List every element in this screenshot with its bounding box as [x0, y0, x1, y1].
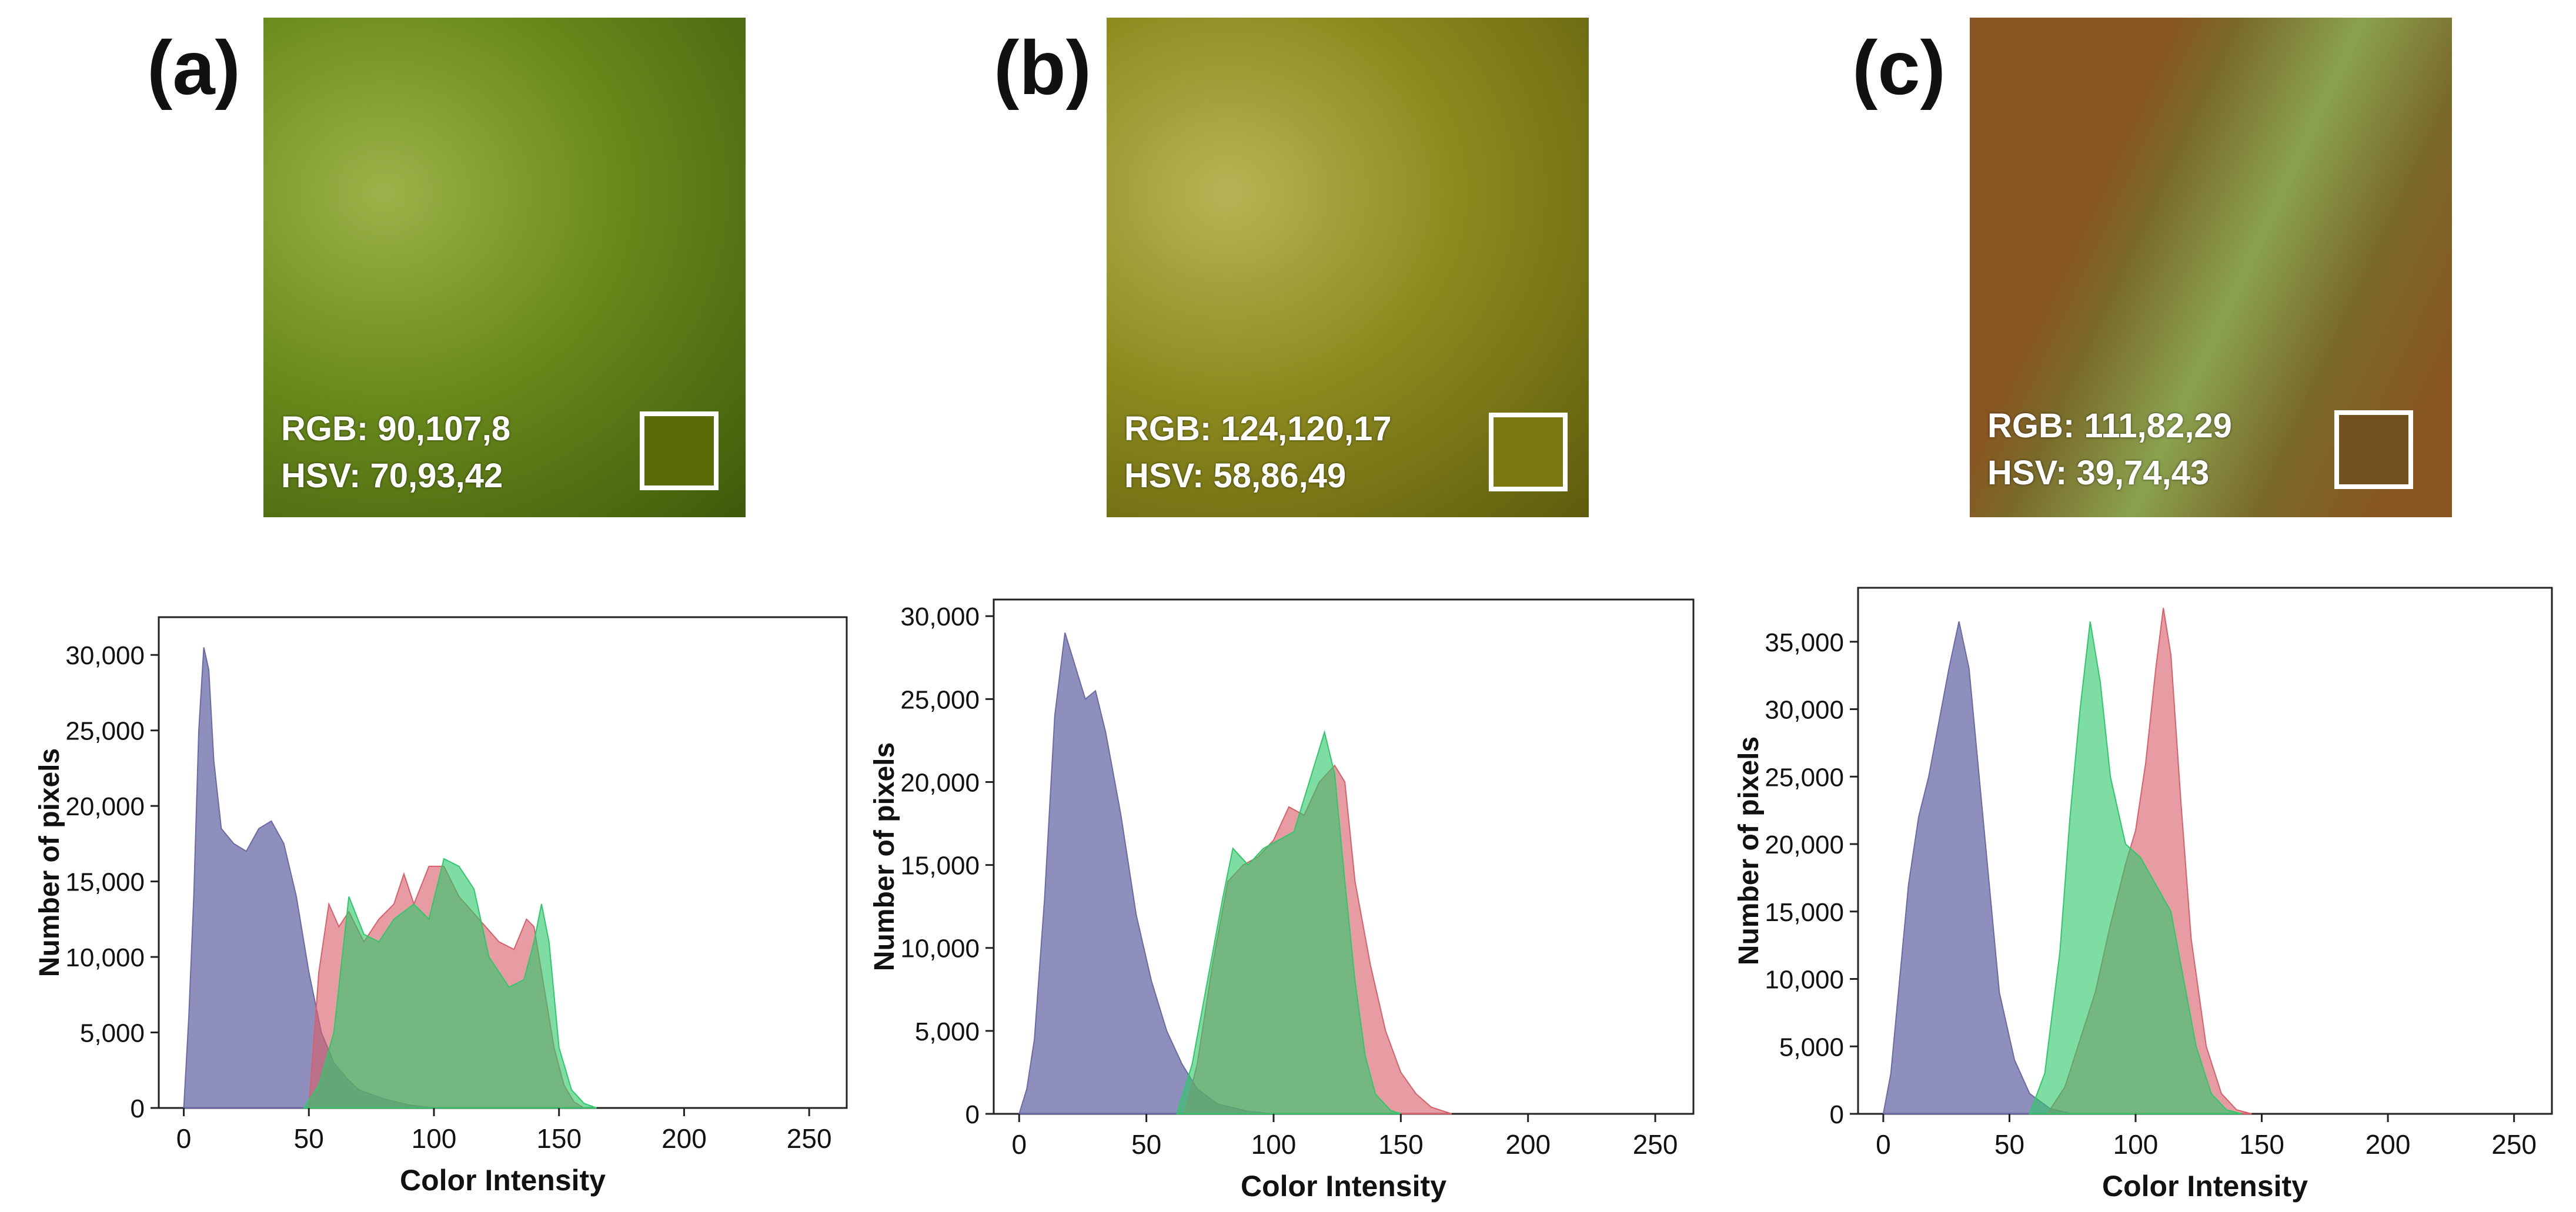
panel-a: (a) RGB: 90,107,8 HSV: 70,93,42 0 50 100 15… — [0, 0, 858, 1212]
y-tick-label: 25,000 — [1765, 763, 1844, 792]
fruit-photo: RGB: 124,120,17 HSV: 58,86,49 — [1107, 18, 1589, 517]
x-axis-label: Color Intensity — [400, 1164, 606, 1197]
panel-c: (c) RGB: 111,82,29 HSV: 39,74,43 0 50 100 1… — [1717, 0, 2575, 1212]
histogram-svg: 0 50 100 150 200 250 0 5,000 10,000 15,000 20,000 2… — [1733, 587, 2553, 1203]
panel-label: (a) — [147, 25, 240, 111]
panel-label: (c) — [1852, 25, 1946, 111]
x-tick-label: 100 — [412, 1123, 457, 1154]
histogram-chart: 0 50 100 150 200 250 0 5,000 10,000 15,000 20,000 2… — [858, 576, 1717, 1212]
y-tick-label: 0 — [1830, 1100, 1844, 1129]
y-tick-label: 35,000 — [1765, 628, 1844, 657]
y-tick-label: 5,000 — [915, 1017, 980, 1046]
color-swatch — [1489, 413, 1568, 491]
x-tick-label: 200 — [661, 1123, 707, 1154]
x-tick-label: 0 — [1876, 1129, 1891, 1160]
panel-b: (b) RGB: 124,120,17 HSV: 58,86,49 0 50 100… — [858, 0, 1717, 1212]
y-tick-label: 25,000 — [900, 685, 980, 714]
y-tick-label: 25,000 — [65, 717, 145, 746]
x-tick-label: 50 — [294, 1123, 324, 1154]
x-tick-label: 100 — [1251, 1129, 1297, 1160]
y-tick-label: 0 — [965, 1100, 980, 1129]
green-channel-area — [2029, 621, 2242, 1114]
x-tick-label: 150 — [536, 1123, 582, 1154]
blue-channel-area — [1882, 621, 2073, 1114]
fruit-photo: RGB: 111,82,29 HSV: 39,74,43 — [1970, 18, 2452, 517]
hsv-value: HSV: 58,86,49 — [1124, 457, 1347, 495]
x-tick-label: 200 — [1505, 1129, 1551, 1160]
y-tick-label: 0 — [131, 1094, 145, 1123]
x-axis-label: Color Intensity — [1241, 1170, 1446, 1203]
y-axis-label: Number of pixels — [1733, 736, 1765, 965]
x-tick-label: 50 — [1131, 1129, 1161, 1160]
rgb-value: RGB: 124,120,17 — [1124, 410, 1392, 448]
x-tick-label: 250 — [787, 1123, 832, 1154]
y-tick-label: 15,000 — [1765, 898, 1844, 927]
histogram-svg: 0 50 100 150 200 250 0 5,000 10,000 15,000 20,000 2… — [869, 598, 1695, 1203]
y-tick-label: 10,000 — [65, 943, 145, 972]
y-tick-label: 15,000 — [900, 852, 980, 880]
histogram-chart: 0 50 100 150 200 250 0 5,000 10,000 15,000 20,000 2… — [1717, 576, 2575, 1212]
color-swatch — [2334, 410, 2413, 489]
x-tick-label: 200 — [2365, 1129, 2411, 1160]
green-channel-area — [1176, 730, 1401, 1114]
histogram-svg: 0 50 100 150 200 250 0 5,000 10,000 15,000 20,000 2… — [34, 616, 848, 1197]
y-tick-label: 20,000 — [1765, 831, 1844, 859]
hsv-value: HSV: 70,93,42 — [281, 457, 503, 495]
y-tick-label: 30,000 — [1765, 696, 1844, 725]
y-tick-label: 20,000 — [900, 768, 980, 797]
y-tick-label: 10,000 — [900, 935, 980, 963]
y-tick-label: 5,000 — [80, 1019, 145, 1048]
y-tick-label: 30,000 — [900, 602, 980, 631]
x-tick-label: 0 — [1011, 1129, 1027, 1160]
x-tick-label: 250 — [1633, 1129, 1678, 1160]
histogram-chart: 0 50 100 150 200 250 0 5,000 10,000 15,000 20,000 2… — [0, 576, 858, 1212]
x-tick-label: 150 — [1378, 1129, 1424, 1160]
y-tick-label: 30,000 — [65, 641, 145, 670]
x-tick-label: 100 — [2113, 1129, 2159, 1160]
x-tick-label: 0 — [176, 1123, 192, 1154]
x-tick-label: 50 — [1994, 1129, 2024, 1160]
x-tick-label: 250 — [2491, 1129, 2537, 1160]
y-tick-label: 5,000 — [1779, 1033, 1844, 1062]
color-swatch — [640, 411, 719, 490]
y-axis-label: Number of pixels — [869, 742, 900, 971]
x-axis-label: Color Intensity — [2102, 1170, 2308, 1203]
panel-label: (b) — [994, 25, 1091, 111]
rgb-value: RGB: 90,107,8 — [281, 410, 511, 448]
x-tick-label: 150 — [2239, 1129, 2284, 1160]
y-axis-label: Number of pixels — [34, 748, 65, 977]
y-tick-label: 10,000 — [1765, 966, 1844, 995]
green-channel-area — [302, 858, 597, 1109]
y-tick-label: 20,000 — [65, 792, 145, 821]
rgb-value: RGB: 111,82,29 — [1987, 407, 2232, 445]
hsv-value: HSV: 39,74,43 — [1987, 454, 2210, 492]
fruit-photo: RGB: 90,107,8 HSV: 70,93,42 — [263, 18, 746, 517]
y-tick-label: 15,000 — [65, 868, 145, 897]
